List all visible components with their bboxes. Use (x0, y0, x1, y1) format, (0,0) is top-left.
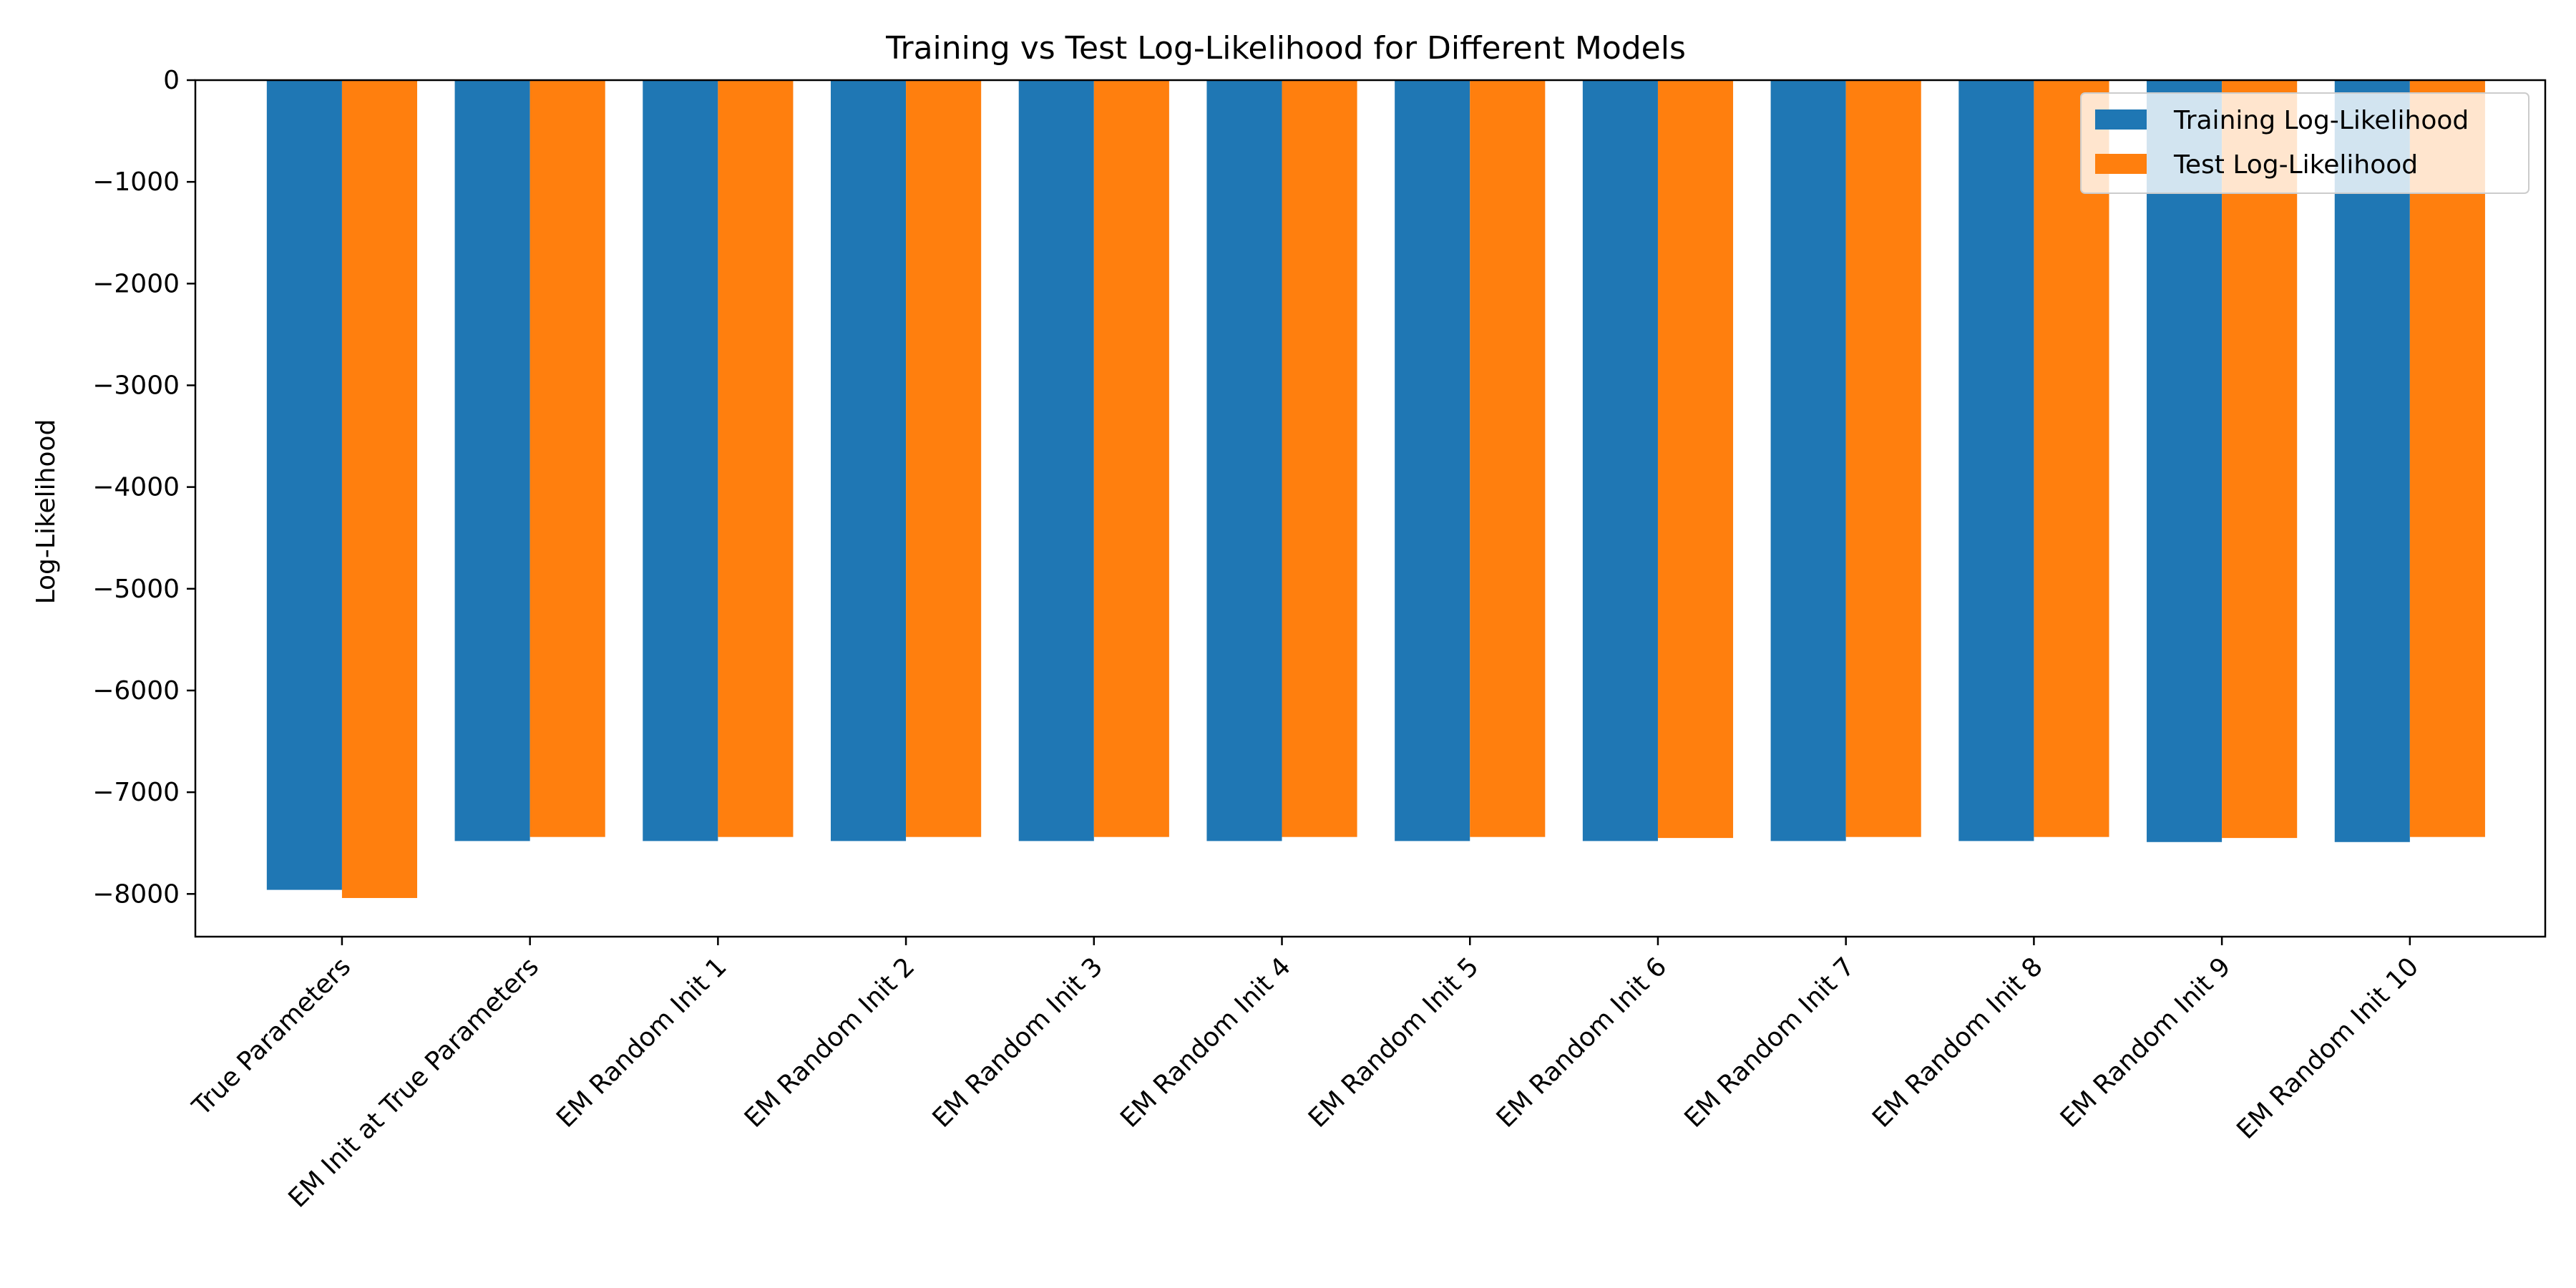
x-tick-label: EM Random Init 8 (1867, 952, 2049, 1133)
test-bar (2409, 80, 2485, 837)
y-tick-label: −7000 (92, 778, 180, 807)
test-bar (718, 80, 794, 837)
training-bar (1018, 80, 1094, 841)
test-bar (341, 80, 418, 898)
test-bar (2222, 80, 2298, 839)
y-tick-label: −3000 (92, 371, 180, 400)
x-tick-label: EM Random Init 7 (1679, 952, 1860, 1133)
test-bar (906, 80, 982, 837)
y-axis-label: Log-Likelihood (31, 419, 61, 605)
x-tick-label: EM Random Init 3 (927, 952, 1109, 1133)
y-tick-label: −8000 (92, 879, 180, 909)
training-bar (1958, 80, 2034, 841)
y-tick-label: −5000 (92, 575, 180, 604)
test-bar (1282, 80, 1357, 837)
test-bar (1845, 80, 1921, 837)
y-tick-label: −4000 (92, 473, 180, 502)
legend-label-test: Test Log-Likelihood (2173, 150, 2418, 180)
test-bar (2034, 80, 2109, 837)
training-bar (2334, 80, 2410, 842)
test-bar (1657, 80, 1734, 839)
training-bar (1395, 80, 1470, 841)
test-bar (530, 80, 605, 837)
training-bar (1206, 80, 1282, 841)
training-bar (1770, 80, 1846, 841)
legend-box (2080, 92, 2529, 194)
training-bar (454, 80, 530, 841)
x-tick-label: EM Random Init 9 (2055, 952, 2237, 1133)
y-tick-label: −6000 (92, 676, 180, 706)
test-bar (1470, 80, 1546, 837)
x-tick-label: EM Random Init 10 (2231, 952, 2424, 1145)
training-bar (643, 80, 718, 841)
x-tick-label: EM Random Init 6 (1491, 952, 1673, 1133)
plot-frame (194, 79, 2547, 938)
legend-swatch-test (2095, 154, 2147, 174)
x-tick-label: EM Random Init 1 (551, 952, 733, 1133)
x-tick-label: True Parameters (187, 952, 357, 1122)
legend-swatch-training (2095, 109, 2147, 130)
x-tick-label: EM Random Init 5 (1303, 952, 1485, 1133)
y-tick-label: −2000 (92, 269, 180, 298)
y-tick-label: 0 (163, 66, 180, 95)
legend: Training Log-Likelihood Test Log-Likeliho… (2080, 92, 2529, 194)
x-tick-label: EM Random Init 4 (1115, 952, 1297, 1133)
y-tick-label: −1000 (92, 167, 180, 197)
training-bar (266, 80, 342, 890)
x-tick-label: EM Random Init 2 (739, 952, 921, 1133)
training-bar (1582, 80, 1658, 841)
legend-label-training: Training Log-Likelihood (2173, 106, 2469, 135)
bars-layer (266, 80, 2485, 898)
training-bar (830, 80, 907, 841)
chart-title: Training vs Test Log-Likelihood for Diff… (885, 30, 1686, 67)
test-bar (1093, 80, 1169, 837)
training-bar (2147, 80, 2223, 842)
